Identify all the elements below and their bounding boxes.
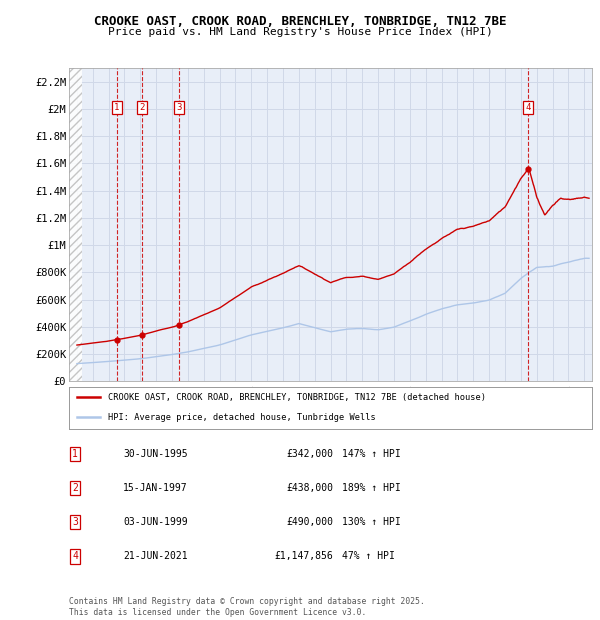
Text: 03-JUN-1999: 03-JUN-1999 xyxy=(123,517,188,528)
Text: £490,000: £490,000 xyxy=(286,517,333,528)
Text: 30-JUN-1995: 30-JUN-1995 xyxy=(123,449,188,459)
Text: 189% ↑ HPI: 189% ↑ HPI xyxy=(342,483,401,494)
Text: £342,000: £342,000 xyxy=(286,449,333,459)
Text: £1,147,856: £1,147,856 xyxy=(274,551,333,562)
Text: 2: 2 xyxy=(139,103,145,112)
Text: 3: 3 xyxy=(72,517,78,528)
Text: 15-JAN-1997: 15-JAN-1997 xyxy=(123,483,188,494)
Text: CROOKE OAST, CROOK ROAD, BRENCHLEY, TONBRIDGE, TN12 7BE (detached house): CROOKE OAST, CROOK ROAD, BRENCHLEY, TONB… xyxy=(108,393,486,402)
Text: CROOKE OAST, CROOK ROAD, BRENCHLEY, TONBRIDGE, TN12 7BE: CROOKE OAST, CROOK ROAD, BRENCHLEY, TONB… xyxy=(94,16,506,28)
Text: Price paid vs. HM Land Registry's House Price Index (HPI): Price paid vs. HM Land Registry's House … xyxy=(107,27,493,37)
Text: 1: 1 xyxy=(72,449,78,459)
Text: 21-JUN-2021: 21-JUN-2021 xyxy=(123,551,188,562)
Text: 4: 4 xyxy=(526,103,531,112)
Text: 2: 2 xyxy=(72,483,78,494)
Text: HPI: Average price, detached house, Tunbridge Wells: HPI: Average price, detached house, Tunb… xyxy=(108,413,376,422)
Text: 147% ↑ HPI: 147% ↑ HPI xyxy=(342,449,401,459)
Text: 47% ↑ HPI: 47% ↑ HPI xyxy=(342,551,395,562)
Text: 130% ↑ HPI: 130% ↑ HPI xyxy=(342,517,401,528)
Text: 4: 4 xyxy=(72,551,78,562)
Text: 3: 3 xyxy=(176,103,181,112)
Text: £438,000: £438,000 xyxy=(286,483,333,494)
Text: 1: 1 xyxy=(114,103,119,112)
Bar xyxy=(69,68,82,381)
Text: Contains HM Land Registry data © Crown copyright and database right 2025.
This d: Contains HM Land Registry data © Crown c… xyxy=(69,598,425,617)
